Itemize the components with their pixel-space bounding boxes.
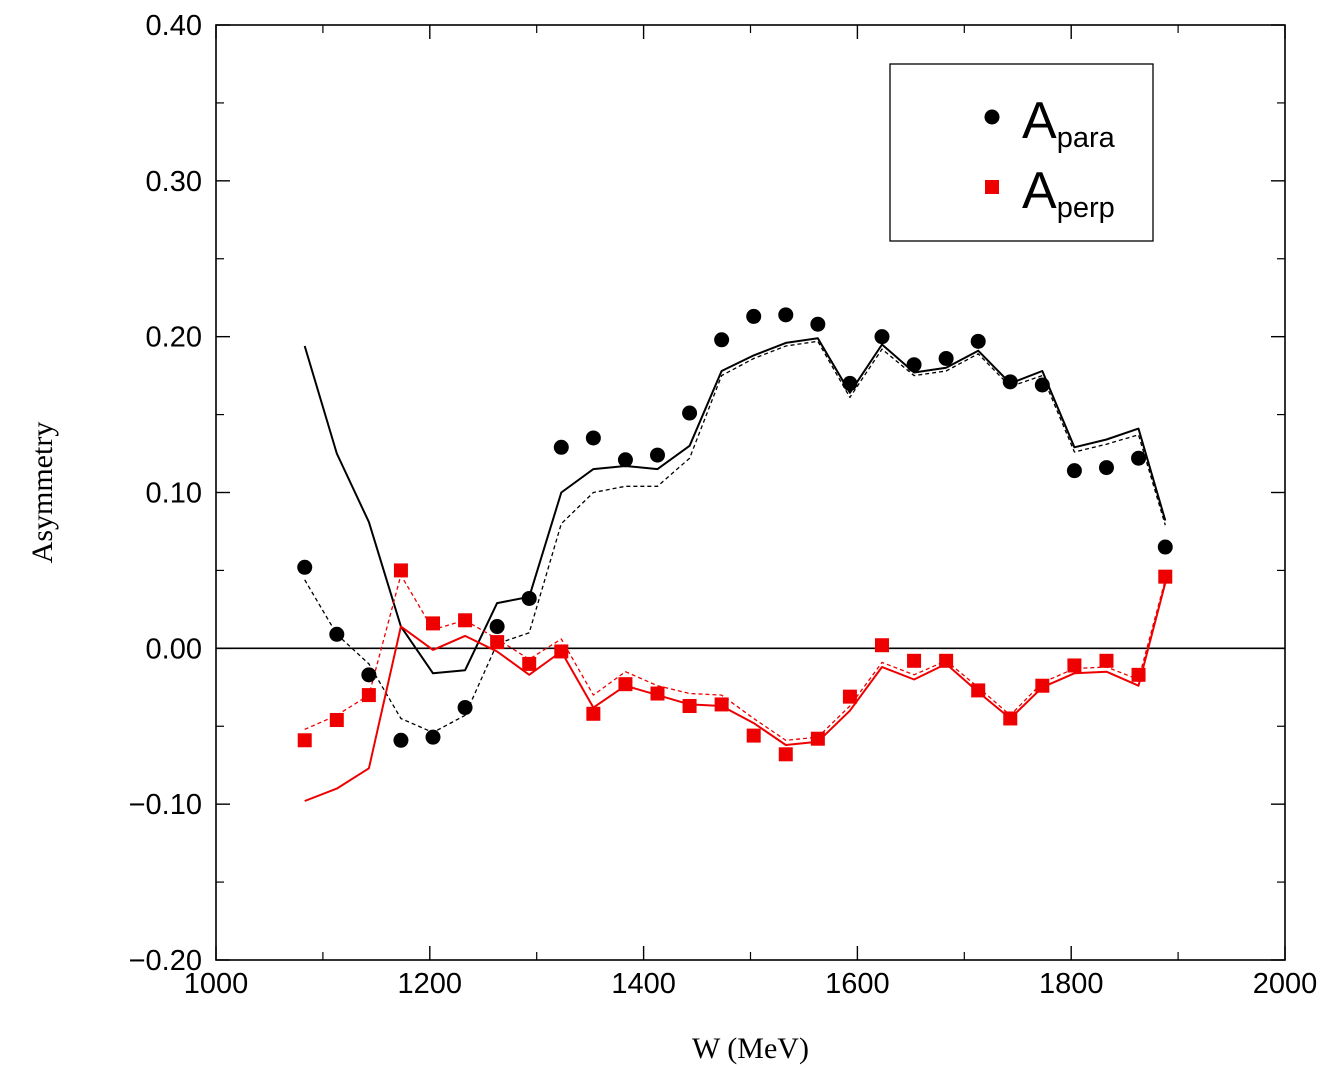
x-axis-title: W (MeV) (692, 1032, 809, 1065)
x-tick-label: 1600 (825, 968, 890, 1000)
data-point-A_para (1131, 450, 1147, 466)
data-point-A_perp (1067, 658, 1082, 673)
model-lines-group (303, 337, 1167, 802)
data-point-A_perp (586, 706, 601, 721)
data-point-A_para (297, 559, 313, 575)
data-point-A_para (810, 316, 826, 332)
data-point-A_para (489, 619, 505, 635)
data-point-A_para (649, 447, 665, 463)
data-point-A_para (714, 332, 730, 348)
y-tick-label: −0.10 (129, 789, 202, 821)
data-point-A_perp (426, 616, 441, 631)
legend-label-base: A (1022, 92, 1057, 150)
data-point-A_para (970, 333, 986, 349)
data-point-A_perp (522, 656, 537, 671)
series-line-perp_model_solid (304, 582, 1167, 802)
legend-marker-perp (985, 180, 999, 194)
data-point-A_perp (714, 697, 729, 712)
data-point-A_para (938, 350, 954, 366)
data-point-A_perp (939, 653, 954, 668)
data-point-A_para (906, 357, 922, 373)
legend-label-para: Apara (1022, 92, 1116, 154)
data-point-A_perp (650, 686, 665, 701)
legend-marker-para (984, 109, 1000, 125)
data-point-A_perp (971, 683, 986, 698)
data-point-A_para (329, 626, 345, 642)
y-tick-label: 0.30 (146, 166, 202, 198)
data-point-A_perp (874, 638, 889, 653)
y-tick-label: 0.00 (146, 633, 202, 665)
data-point-A_para (521, 590, 537, 606)
data-points-group (297, 307, 1173, 762)
data-point-A_perp (1035, 678, 1050, 693)
data-point-A_perp (490, 635, 505, 650)
data-point-A_para (361, 667, 377, 683)
data-point-A_perp (297, 733, 312, 748)
data-point-A_para (778, 307, 794, 323)
x-tick-label: 1400 (611, 968, 676, 1000)
data-point-A_perp (907, 653, 922, 668)
data-point-A_perp (1158, 569, 1173, 584)
x-tick-label: 1000 (184, 968, 249, 1000)
y-tick-label: −0.20 (129, 945, 202, 977)
data-point-A_para (425, 729, 441, 745)
x-tick-label: 1800 (1039, 968, 1104, 1000)
data-point-A_perp (810, 731, 825, 746)
data-point-A_para (457, 700, 473, 716)
data-point-A_para (1002, 374, 1018, 390)
data-point-A_perp (682, 698, 697, 713)
data-point-A_perp (329, 713, 344, 728)
legend-label-subscript: perp (1057, 192, 1115, 224)
data-point-A_para (1066, 463, 1082, 479)
data-point-A_perp (458, 613, 473, 628)
data-point-A_para (1034, 377, 1050, 393)
data-point-A_para (682, 405, 698, 421)
legend-label-base: A (1022, 162, 1057, 220)
y-tick-label: 0.20 (146, 322, 202, 354)
data-point-A_perp (393, 563, 408, 578)
data-point-A_perp (554, 644, 569, 659)
data-point-A_para (842, 375, 858, 391)
data-point-A_para (585, 430, 601, 446)
data-point-A_para (874, 329, 890, 345)
data-point-A_perp (1131, 667, 1146, 682)
data-point-A_para (393, 732, 409, 748)
series-line-para_model_solid (303, 337, 1167, 675)
data-point-A_para (746, 308, 762, 324)
x-tick-label: 2000 (1253, 968, 1318, 1000)
legend-box (889, 63, 1154, 242)
data-point-A_para (553, 439, 569, 455)
data-point-A_para (617, 452, 633, 468)
data-point-A_perp (361, 688, 376, 703)
data-point-A_perp (842, 689, 857, 704)
y-tick-label: 0.40 (146, 10, 202, 42)
y-tick-label: 0.10 (146, 478, 202, 510)
y-axis-title: Asymmetry (26, 422, 59, 564)
data-point-A_perp (778, 747, 793, 762)
data-point-A_para (1098, 460, 1114, 476)
axes-group: 1000 1200 1400 1600 1800 2000 −0.20 −0.10 0.00 0.… (129, 10, 1318, 1000)
data-point-A_perp (618, 677, 633, 692)
data-point-A_perp (1003, 711, 1018, 726)
series-line-para_model_dashed (304, 340, 1166, 734)
data-point-A_para (1157, 539, 1173, 555)
data-point-A_perp (1099, 653, 1114, 668)
data-point-A_perp (746, 728, 761, 743)
x-tick-label: 1200 (398, 968, 463, 1000)
legend-label-subscript: para (1057, 122, 1116, 154)
legend-label-perp: Aperp (1022, 162, 1115, 224)
series-line-perp_model_dashed (304, 574, 1166, 741)
